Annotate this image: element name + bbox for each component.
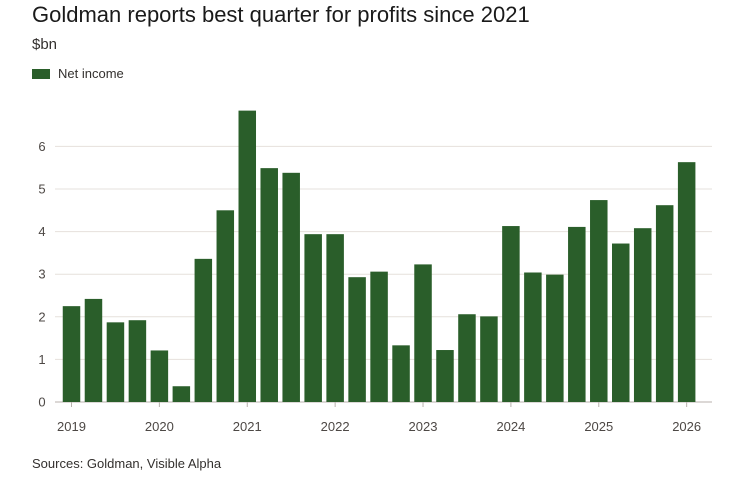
bar: 2025 Q2: 3.72 <box>612 243 630 402</box>
y-tick-label: 2 <box>38 309 45 324</box>
bar: 2022 Q1: 3.94 <box>326 234 344 402</box>
x-tick-label: 2024 <box>496 419 525 434</box>
y-tick-label: 1 <box>38 352 45 367</box>
bar: 2025 Q4: 4.62 <box>655 205 674 402</box>
bar: 2020 Q2: 0.37 <box>172 386 191 402</box>
bar: 2025 Q1: 4.74 <box>590 200 608 402</box>
bar: 2023 Q2: 1.22 <box>436 350 454 402</box>
bar: 2024 Q3: 2.99 <box>546 274 564 402</box>
y-tick-label: 3 <box>38 267 45 282</box>
bars: 2019 Q1: 2.252019 Q2: 2.422019 Q3: 1.872… <box>62 110 696 403</box>
x-tick-label: 2020 <box>145 419 174 434</box>
bar: 2021 Q3: 5.38 <box>282 172 300 402</box>
x-tick-label: 2019 <box>57 419 86 434</box>
bar: 2022 Q2: 2.93 <box>348 277 366 402</box>
bar: 2019 Q3: 1.87 <box>106 322 125 402</box>
bar: 2025 Q3: 4.08 <box>633 228 652 402</box>
y-axis-unit-label: $bn <box>32 36 58 53</box>
bar: 2021 Q2: 5.49 <box>260 168 278 402</box>
bar: 2026 Q1: 5.63 <box>677 162 696 402</box>
bar: 2023 Q3: 2.06 <box>458 314 476 402</box>
bar: 2022 Q4: 1.33 <box>392 345 410 402</box>
bar: 2020 Q3: 3.36 <box>194 258 213 402</box>
x-tick-label: 2026 <box>672 419 701 434</box>
bar: 2024 Q2: 3.04 <box>524 272 542 402</box>
bar: 2019 Q2: 2.42 <box>84 298 103 402</box>
bar: 2019 Q1: 2.25 <box>62 306 81 402</box>
x-axis-ticks: 2019 2020 2021 2022 2023 2024 2025 2026 <box>57 402 701 434</box>
bar: 2021 Q1: 6.84 <box>238 110 257 403</box>
y-tick-label: 0 <box>38 395 45 410</box>
y-tick-label: 4 <box>38 224 45 239</box>
bar: 2019 Q4: 1.92 <box>128 320 147 402</box>
bar-chart: 2019 Q1: 2.252019 Q2: 2.422019 Q3: 1.872… <box>38 110 712 434</box>
x-tick-label: 2025 <box>584 419 613 434</box>
bar: 2023 Q4: 2.01 <box>480 316 498 402</box>
y-tick-label: 5 <box>38 182 45 197</box>
legend-label-net-income: Net income <box>58 66 124 81</box>
chart-title: Goldman reports best quarter for profits… <box>32 2 530 27</box>
y-tick-label: 6 <box>38 139 45 154</box>
bar: 2021 Q4: 3.94 <box>304 234 322 402</box>
bar: 2022 Q3: 3.06 <box>370 271 388 402</box>
legend: Net income <box>32 66 124 81</box>
bar: 2024 Q1: 4.13 <box>502 226 520 402</box>
x-tick-label: 2021 <box>233 419 262 434</box>
bar: 2024 Q4: 4.11 <box>568 226 586 402</box>
bar: 2023 Q1: 3.23 <box>414 264 432 402</box>
bar: 2020 Q4: 4.5 <box>216 210 235 402</box>
x-tick-label: 2023 <box>409 419 438 434</box>
bar: 2020 Q1: 1.21 <box>150 350 169 402</box>
y-axis-ticks: 0 1 2 3 4 5 6 <box>38 139 45 410</box>
x-tick-label: 2022 <box>321 419 350 434</box>
source-note: Sources: Goldman, Visible Alpha <box>32 456 222 471</box>
legend-swatch-net-income <box>32 68 50 79</box>
